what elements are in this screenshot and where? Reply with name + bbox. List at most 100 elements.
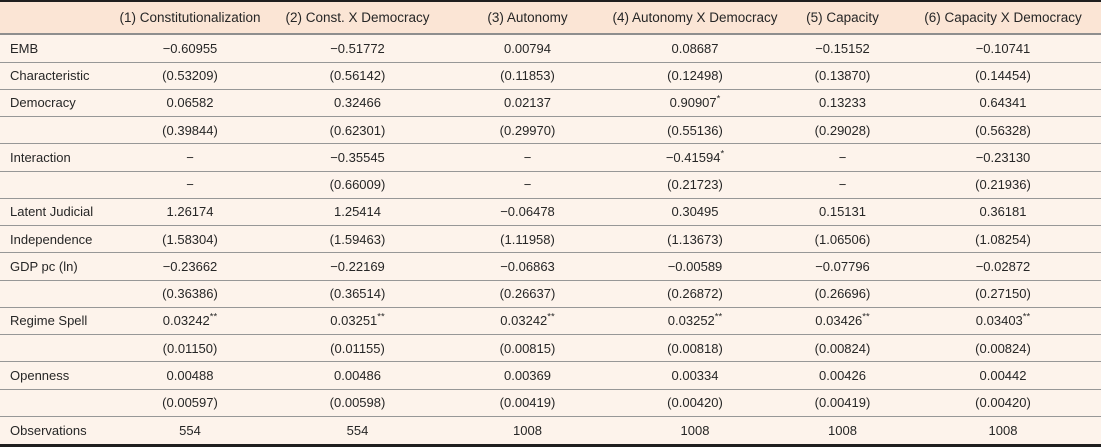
table-body: EMB −0.60955 −0.51772 0.00794 0.08687 −0.1515… (0, 34, 1101, 446)
value-cell: (1.06506) (780, 225, 905, 254)
value-cell: −0.06478 (445, 198, 610, 227)
value-cell: 0.03242** (110, 307, 270, 336)
table-row: (0.39844) (0.62301) (0.29970) (0.55136) (0.2… (0, 116, 1101, 145)
value-cell: 0.00426 (780, 361, 905, 390)
table-row: GDP pc (ln) −0.23662 −0.22169 −0.06863 −0.00… (0, 252, 1101, 281)
value-cell: − (110, 143, 270, 172)
value-cell: (0.53209) (110, 62, 270, 90)
value-cell: 1008 (513, 422, 542, 438)
table-row: Interaction − −0.35545− −0.41594* − −0.23130 (0, 143, 1101, 172)
header-cell-model-5: (5) Capacity (780, 1, 905, 35)
value-cell: (1.08254) (905, 225, 1101, 254)
value-cell: 1.26174 (110, 198, 270, 227)
value-cell: 0.00488 (110, 361, 270, 390)
value-cell: − (445, 171, 610, 199)
value-cell: − (110, 171, 270, 199)
value-cell: (0.62301) (270, 116, 445, 145)
table-row: Regime Spell 0.03242** 0.03251** 0.03242** 0… (0, 307, 1101, 336)
value-cell: 0.00369 (445, 361, 610, 390)
row-label: Independence (0, 225, 110, 254)
row-label: Observations (10, 422, 87, 438)
value-cell: −0.07796 (780, 252, 905, 281)
value-cell: (0.56328) (905, 116, 1101, 145)
value-cell: (1.58304) (110, 225, 270, 254)
value-cell: 1008 (988, 422, 1018, 438)
value-cell: (0.21723) (610, 171, 780, 199)
header-cell-rowlabel (0, 1, 110, 35)
value-cell: (0.56142) (270, 62, 445, 90)
value-cell: (0.26637) (445, 280, 610, 308)
value-cell: (0.00420) (610, 389, 780, 417)
value-cell: 0.15131 (780, 198, 905, 227)
value-cell: (0.26696) (780, 280, 905, 308)
value-cell: 554 (346, 422, 369, 438)
value-cell: −0.51772 (270, 34, 445, 63)
table-row: Latent Judicial 1.26174 1.25414 −0.06478 0.3… (0, 198, 1101, 227)
value-cell: −0.41594* (610, 143, 780, 172)
table-row: Observations 554 554 1008 1008 1008 1008 (0, 416, 1101, 445)
value-cell: (0.00824) (905, 334, 1101, 363)
value-cell: (0.21936) (905, 171, 1101, 199)
row-label: Openness (0, 361, 110, 390)
value-cell: (0.26872) (610, 280, 780, 308)
value-cell: (0.36386) (110, 280, 270, 308)
value-cell: 0.02137 (445, 89, 610, 118)
value-cell: (0.00420) (905, 389, 1101, 417)
value-cell: 0.64341 (905, 89, 1101, 118)
header-cell-model-4: (4) Autonomy X Democracy (610, 1, 780, 35)
value-cell: 0.30495 (610, 198, 780, 227)
value-cell: (0.29028) (780, 116, 905, 145)
value-cell: (0.39844) (110, 116, 270, 145)
value-cell: 0.13233 (780, 89, 905, 118)
row-label (0, 334, 110, 363)
value-cell: 0.03252** (610, 307, 780, 336)
table-row: Democracy 0.06582 0.32466 0.02137 0.90907* 0.… (0, 89, 1101, 118)
value-cell: −0.00589 (610, 252, 780, 281)
value-cell: −0.06863 (445, 252, 610, 281)
table-row: EMB −0.60955 −0.51772 0.00794 0.08687 −0.1515… (0, 34, 1101, 63)
value-cell: (0.00419) (780, 389, 905, 417)
value-cell: (0.01150) (110, 334, 270, 363)
row-label (0, 116, 110, 145)
value-cell: − (445, 143, 610, 172)
row-label: Characteristic (0, 62, 110, 90)
value-cell: 0.36181 (905, 198, 1101, 227)
value-cell: (0.13870) (780, 62, 905, 90)
significance-stars: ** (862, 312, 870, 324)
value-cell: −0.10741 (905, 34, 1101, 63)
row-label: GDP pc (ln) (0, 252, 110, 281)
table-row: Openness 0.00488 0.00486 0.00369 0.00334 0.00… (0, 361, 1101, 390)
value-cell: (0.12498) (610, 62, 780, 90)
row-label: Regime Spell (0, 307, 110, 336)
value-cell: − (780, 171, 905, 199)
row-label: Latent Judicial (0, 198, 110, 227)
value-cell: (0.29970) (445, 116, 610, 145)
value-cell: (0.00597) (110, 389, 270, 417)
table-row: (0.01150) (0.01155) (0.00815) (0.00818) (0.0… (0, 334, 1101, 363)
value-cell: (0.00598) (270, 389, 445, 417)
header-cell-model-2: (2) Const. X Democracy (270, 1, 445, 35)
value-cell: 0.90907* (610, 89, 780, 118)
value-cell: (0.66009) (270, 171, 445, 199)
value-cell: −0.02872 (905, 252, 1101, 281)
value-cell: −0.22169 (270, 252, 445, 281)
value-cell: 0.03251** (270, 307, 445, 336)
row-label: EMB (0, 34, 110, 63)
value-cell: (0.11853) (445, 62, 610, 90)
value-cell: − (780, 143, 905, 172)
significance-stars: ** (1022, 312, 1031, 324)
value-cell: 0.00334 (610, 361, 780, 390)
value-cell: 0.03426** (780, 307, 905, 336)
table-row: − (0.66009) − (0.21723) − (0.21936) (0, 171, 1101, 199)
value-cell: −0.35545 (270, 143, 445, 172)
value-cell: (0.14454) (905, 62, 1101, 90)
value-cell: (0.00824) (780, 334, 905, 363)
value-cell: (0.00818) (610, 334, 780, 363)
table-row: (0.00597) (0.00598) (0.00419) (0.00420) (0.0… (0, 389, 1101, 417)
value-cell: (1.13673) (610, 225, 780, 254)
row-label (0, 171, 110, 199)
significance-stars: * (720, 148, 725, 160)
value-cell: 1008 (680, 422, 710, 438)
